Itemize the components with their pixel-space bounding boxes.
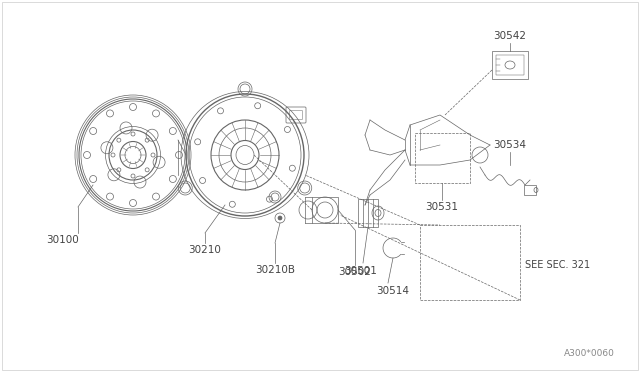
Text: A300*0060: A300*0060 bbox=[564, 349, 615, 358]
Bar bbox=[312, 197, 338, 223]
Text: SEE SEC. 321: SEE SEC. 321 bbox=[525, 260, 590, 270]
Text: 30100: 30100 bbox=[47, 235, 79, 245]
Bar bbox=[496, 55, 524, 75]
Text: 30210B: 30210B bbox=[255, 265, 295, 275]
Text: 30210: 30210 bbox=[189, 245, 221, 255]
Bar bbox=[415, 133, 470, 183]
Text: 30534: 30534 bbox=[493, 140, 527, 150]
Text: 30531: 30531 bbox=[426, 202, 458, 212]
Bar bbox=[492, 51, 528, 79]
Text: 30502: 30502 bbox=[339, 267, 371, 277]
Circle shape bbox=[278, 216, 282, 220]
Bar bbox=[358, 199, 378, 227]
Bar bbox=[524, 185, 536, 195]
Text: 30514: 30514 bbox=[376, 286, 410, 296]
Text: 30542: 30542 bbox=[493, 31, 527, 41]
Text: 30501: 30501 bbox=[344, 266, 378, 276]
Bar bbox=[420, 225, 520, 300]
